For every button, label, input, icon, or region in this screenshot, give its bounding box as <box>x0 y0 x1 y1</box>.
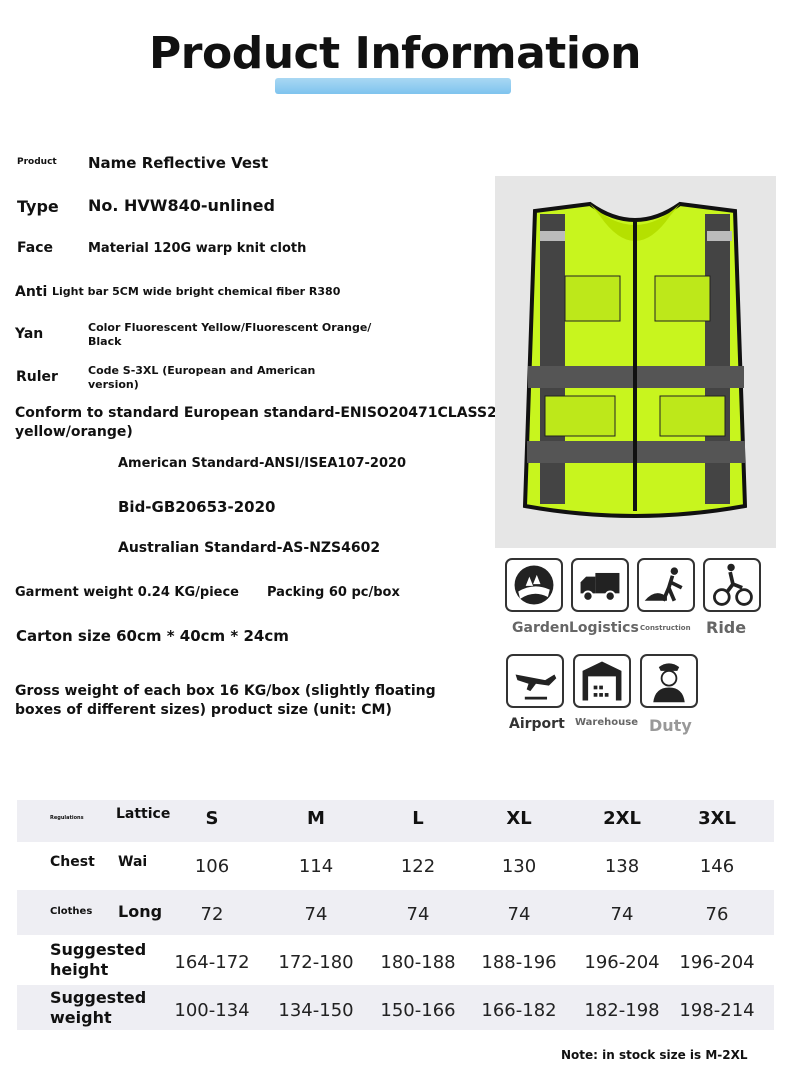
size-cell: 76 <box>705 904 729 925</box>
airplane-icon <box>506 654 564 708</box>
spec-value: Color Fluorescent Yellow/Fluorescent Ora… <box>88 321 372 348</box>
standard-conform: Conform to standard European standard-EN… <box>15 405 509 440</box>
table-band <box>17 985 774 1030</box>
size-cell: 114 <box>298 856 334 877</box>
size-cell: 196-204 <box>584 952 660 973</box>
carton-size: Carton size 60cm * 40cm * 24cm <box>16 627 289 645</box>
size-cell: 138 <box>604 856 640 877</box>
spec-label: Anti <box>15 284 48 300</box>
stock-note: Note: in stock size is M-2XL <box>561 1048 748 1062</box>
spec-value: Light bar 5CM wide bright chemical fiber… <box>52 285 341 298</box>
spec-value: Name Reflective Vest <box>88 154 269 172</box>
warehouse-icon <box>573 654 631 708</box>
row-label: Chest <box>50 854 95 870</box>
standard-american: American Standard-ANSI/ISEA107-2020 <box>118 456 407 471</box>
standard-australian: Australian Standard-AS-NZS4602 <box>118 540 381 556</box>
size-cell: 74 <box>304 904 328 925</box>
row-label: Suggested height <box>50 940 147 979</box>
spec-label: Yan <box>15 326 44 342</box>
packing: Packing 60 pc/box <box>267 585 400 600</box>
size-cell: 196-204 <box>679 952 755 973</box>
table-band <box>17 800 774 842</box>
product-photo <box>495 176 776 548</box>
page-title: Product Information <box>149 28 641 79</box>
use-label: Construction <box>640 624 691 632</box>
size-header: XL <box>506 808 532 829</box>
row-label: Suggested weight <box>50 988 147 1027</box>
size-cell: 164-172 <box>174 952 250 973</box>
size-cell: 100-134 <box>174 1000 250 1021</box>
size-cell: 74 <box>406 904 430 925</box>
size-cell: 146 <box>699 856 735 877</box>
size-cell: 180-188 <box>380 952 456 973</box>
header-label: Regulations <box>50 815 84 821</box>
truck-icon <box>571 558 629 612</box>
size-cell: 130 <box>501 856 537 877</box>
spec-label: Ruler <box>16 369 58 385</box>
cyclist-icon <box>703 558 761 612</box>
size-cell: 172-180 <box>278 952 354 973</box>
standard-bid: Bid-GB20653-2020 <box>118 498 276 516</box>
size-cell: 188-196 <box>481 952 557 973</box>
size-cell: 122 <box>400 856 436 877</box>
size-cell: 74 <box>610 904 634 925</box>
officer-icon <box>640 654 698 708</box>
use-label: Ride <box>706 618 747 637</box>
gross-weight: Gross weight of each box 16 KG/box (slig… <box>15 683 436 718</box>
size-header: M <box>307 808 325 829</box>
size-cell: 72 <box>200 904 224 925</box>
size-header: L <box>412 808 424 829</box>
size-cell: 182-198 <box>584 1000 660 1021</box>
row-label: Long <box>118 902 163 921</box>
size-cell: 166-182 <box>481 1000 557 1021</box>
size-cell: 198-214 <box>679 1000 755 1021</box>
use-label: Airport <box>509 716 565 732</box>
table-band <box>17 890 774 935</box>
title-underline <box>275 78 511 94</box>
size-header: S <box>205 808 219 829</box>
header-label: Lattice <box>116 806 171 822</box>
row-label: Wai <box>118 854 148 870</box>
garment-weight: Garment weight 0.24 KG/piece <box>15 585 239 600</box>
row-label: Clothes <box>50 906 93 917</box>
spec-value: No. HVW840-unlined <box>88 196 275 215</box>
construction-worker-icon <box>637 558 695 612</box>
size-header: 2XL <box>603 808 641 829</box>
size-cell: 134-150 <box>278 1000 354 1021</box>
spec-label: Product <box>17 157 57 167</box>
use-label: Garden <box>512 620 570 636</box>
size-cell: 150-166 <box>380 1000 456 1021</box>
size-header: 3XL <box>698 808 736 829</box>
garden-icon <box>505 558 563 612</box>
spec-label: Type <box>17 197 59 216</box>
spec-label: Face <box>17 240 53 256</box>
size-cell: 74 <box>507 904 531 925</box>
use-label: Warehouse <box>575 717 638 728</box>
use-label: Logistics <box>569 620 639 636</box>
size-cell: 106 <box>194 856 230 877</box>
spec-value: Code S-3XL (European and American versio… <box>88 364 316 391</box>
spec-value: Material 120G warp knit cloth <box>88 241 307 256</box>
use-label: Duty <box>649 716 692 735</box>
